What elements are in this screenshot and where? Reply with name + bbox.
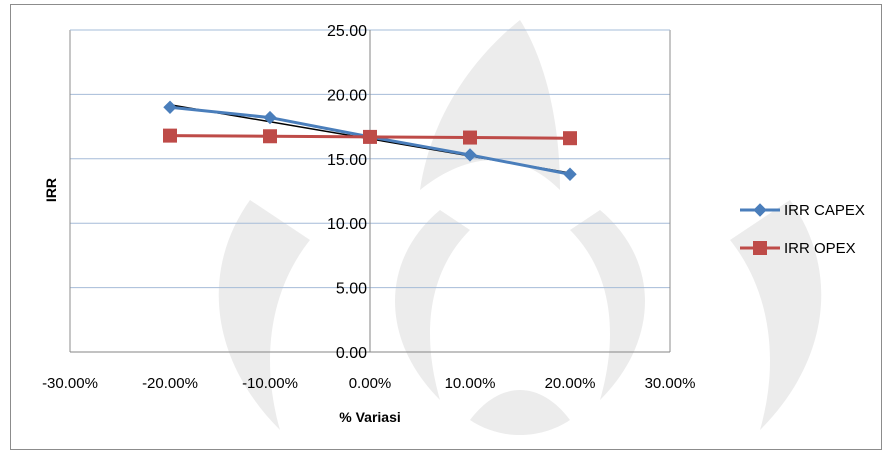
y-tick-label: 5.00 xyxy=(336,281,367,298)
data-point xyxy=(163,128,177,143)
legend-entry: IRR CAPEX xyxy=(740,202,865,219)
data-point xyxy=(463,148,477,162)
legend-label: IRR OPEX xyxy=(784,240,856,257)
data-point xyxy=(363,129,377,144)
data-point xyxy=(263,129,277,144)
y-tick-label: 25.00 xyxy=(327,23,367,40)
y-tick-label: 15.00 xyxy=(327,152,367,169)
data-point xyxy=(563,167,577,181)
legend-marker xyxy=(753,241,767,255)
x-tick-label: -10.00% xyxy=(242,375,298,392)
x-tick-label: -20.00% xyxy=(142,375,198,392)
legend-entry: IRR OPEX xyxy=(740,240,856,257)
data-point xyxy=(263,110,277,125)
y-tick-label: 20.00 xyxy=(327,87,367,104)
x-tick-label: -30.00% xyxy=(42,375,98,392)
x-tick-label: 0.00% xyxy=(349,375,392,392)
series-1 xyxy=(163,128,577,146)
legend: IRR CAPEX IRR OPEX xyxy=(740,202,865,257)
x-tick-label: 20.00% xyxy=(545,375,596,392)
x-axis-title: % Variasi xyxy=(339,409,401,425)
y-tick-label: 10.00 xyxy=(327,216,367,233)
axes xyxy=(69,29,671,353)
series xyxy=(163,100,577,181)
x-tick-label: 30.00% xyxy=(645,375,696,392)
data-point xyxy=(163,100,177,114)
legend-marker xyxy=(753,203,767,217)
tick-labels: -30.00% -20.00% -10.00% 0.00% 10.00% 20.00% 30… xyxy=(42,23,695,392)
x-tick-label: 10.00% xyxy=(445,375,496,392)
y-axis-title: IRR xyxy=(43,178,59,202)
chart-frame xyxy=(10,4,882,450)
y-tick-label: 0.00 xyxy=(336,345,367,362)
data-point xyxy=(563,131,577,146)
legend-label: IRR CAPEX xyxy=(784,202,865,219)
data-point xyxy=(463,130,477,145)
